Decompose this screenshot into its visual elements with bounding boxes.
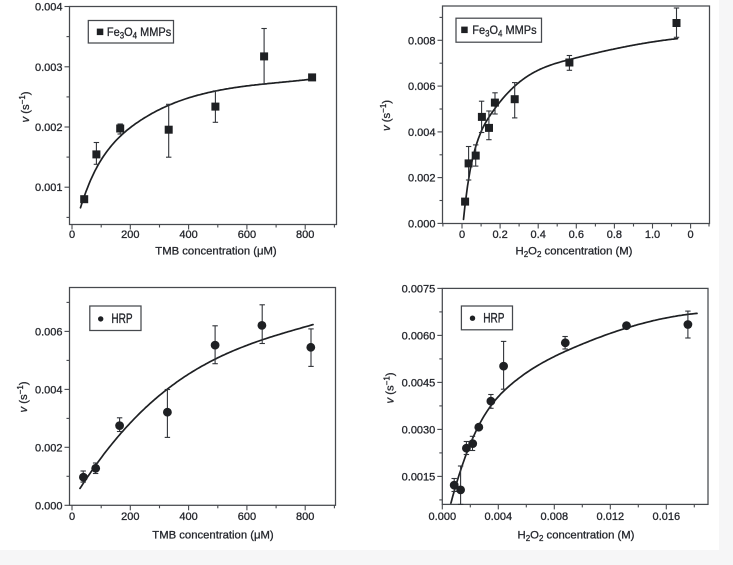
svg-text:0.8: 0.8 <box>607 229 622 241</box>
svg-text:0.0045: 0.0045 <box>402 377 436 389</box>
svg-text:TMB concentration (μM): TMB concentration (μM) <box>155 246 277 258</box>
svg-text:Fe3O4 MMPs: Fe3O4 MMPs <box>472 23 536 38</box>
svg-text:TMB concentration (μM): TMB concentration (μM) <box>152 530 274 542</box>
svg-text:0.004: 0.004 <box>408 127 436 139</box>
svg-text:0.012: 0.012 <box>597 511 625 523</box>
svg-text:0: 0 <box>459 229 465 241</box>
svg-text:200: 200 <box>121 511 139 523</box>
svg-text:v (s−1): v (s−1) <box>16 381 30 412</box>
svg-text:0.001: 0.001 <box>35 182 63 194</box>
svg-text:0.016: 0.016 <box>653 511 681 523</box>
svg-text:0.0030: 0.0030 <box>402 424 436 436</box>
svg-text:0.006: 0.006 <box>35 326 63 338</box>
svg-text:0.002: 0.002 <box>35 122 63 134</box>
svg-text:Fe3O4 MMPs: Fe3O4 MMPs <box>107 25 171 40</box>
svg-text:0.000: 0.000 <box>429 511 457 523</box>
svg-text:0.004: 0.004 <box>35 384 63 396</box>
svg-text:600: 600 <box>238 511 256 523</box>
svg-text:H2O2 concentration (M): H2O2 concentration (M) <box>516 246 633 260</box>
svg-text:800: 800 <box>296 511 314 523</box>
svg-text:v (s−1): v (s−1) <box>383 372 397 403</box>
svg-text:0.008: 0.008 <box>408 35 436 47</box>
svg-text:0: 0 <box>69 511 75 523</box>
svg-text:600: 600 <box>238 229 256 241</box>
svg-text:400: 400 <box>179 511 197 523</box>
svg-text:0.4: 0.4 <box>531 229 546 241</box>
svg-text:0.006: 0.006 <box>408 81 436 93</box>
svg-text:0.2: 0.2 <box>492 229 507 241</box>
svg-text:HRP: HRP <box>111 310 132 326</box>
svg-text:200: 200 <box>121 229 139 241</box>
svg-text:400: 400 <box>179 229 197 241</box>
svg-text:0: 0 <box>69 229 75 241</box>
svg-text:0.0060: 0.0060 <box>402 330 436 342</box>
svg-text:0.002: 0.002 <box>408 173 436 185</box>
svg-text:0.008: 0.008 <box>541 511 569 523</box>
svg-text:v (s−1): v (s−1) <box>379 100 393 131</box>
svg-text:800: 800 <box>296 229 314 241</box>
svg-text:0.003: 0.003 <box>35 62 63 74</box>
svg-text:0.004: 0.004 <box>35 2 63 14</box>
svg-text:HRP: HRP <box>483 310 504 326</box>
svg-text:H2O2 concentration (M): H2O2 concentration (M) <box>518 530 635 544</box>
svg-text:0.0015: 0.0015 <box>402 471 436 483</box>
svg-text:0.6: 0.6 <box>569 229 584 241</box>
svg-text:1.0: 1.0 <box>645 229 660 241</box>
svg-text:0.000: 0.000 <box>408 218 436 230</box>
svg-text:0.004: 0.004 <box>485 511 513 523</box>
svg-text:0.002: 0.002 <box>35 442 63 454</box>
svg-text:v (s−1): v (s−1) <box>18 91 32 122</box>
svg-text:0: 0 <box>688 229 694 241</box>
svg-text:0.0075: 0.0075 <box>402 283 436 295</box>
svg-text:0.000: 0.000 <box>35 500 63 512</box>
